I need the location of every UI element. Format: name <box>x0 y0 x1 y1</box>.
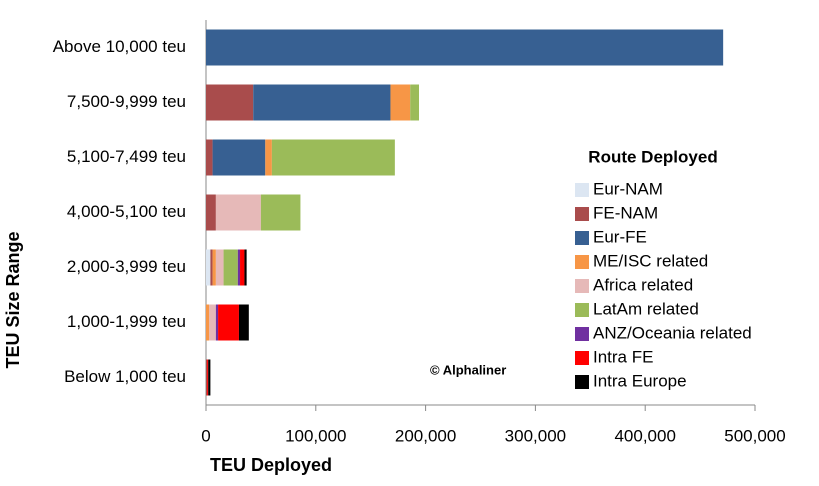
bar-segment <box>237 249 241 286</box>
bar-segment <box>206 29 724 66</box>
legend-swatch <box>575 303 589 317</box>
bar-segment <box>271 139 395 176</box>
bar-segment <box>260 194 301 231</box>
bar-segment <box>206 359 208 396</box>
bar-segment <box>206 304 210 341</box>
bar-segment <box>209 304 216 341</box>
x-tick-label: 300,000 <box>505 426 566 445</box>
x-tick-label: 500,000 <box>724 426 785 445</box>
legend-swatch <box>575 351 589 365</box>
legend-label: ANZ/Oceania related <box>593 323 752 342</box>
bar-segment <box>238 304 249 341</box>
y-tick-label: 7,500-9,999 teu <box>67 92 186 111</box>
bar-segment <box>215 304 219 341</box>
bar-segment <box>244 249 247 286</box>
legend-label: ME/ISC related <box>593 251 708 270</box>
bar-segment <box>206 84 254 121</box>
y-tick-label: 5,100-7,499 teu <box>67 147 186 166</box>
x-tick-label: 100,000 <box>285 426 346 445</box>
bar-segment <box>212 249 216 286</box>
legend-label: Africa related <box>593 275 693 294</box>
bar-segment <box>207 359 209 396</box>
legend-title: Route Deployed <box>588 147 717 166</box>
x-tick-label: 200,000 <box>395 426 456 445</box>
legend-swatch <box>575 375 589 389</box>
y-tick-label: Above 10,000 teu <box>53 37 186 56</box>
y-tick-label: 1,000-1,999 teu <box>67 312 186 331</box>
legend-swatch <box>575 255 589 269</box>
bar-segment <box>210 249 213 286</box>
bar-segment <box>215 249 224 286</box>
y-tick-label: 4,000-5,100 teu <box>67 202 186 221</box>
x-axis-label: TEU Deployed <box>210 455 332 475</box>
x-tick-label: 0 <box>201 426 210 445</box>
bar-segment <box>223 249 238 286</box>
legend-swatch <box>575 231 589 245</box>
y-axis-label: TEU Size Range <box>3 231 23 368</box>
legend-swatch <box>575 207 589 221</box>
legend-swatch <box>575 279 589 293</box>
y-tick-label: 2,000-3,999 teu <box>67 257 186 276</box>
annotation: © Alphaliner <box>430 362 506 377</box>
legend-label: Intra FE <box>593 347 653 366</box>
legend-swatch <box>575 327 589 341</box>
bar-segment <box>206 194 216 231</box>
legend-label: FE-NAM <box>593 203 658 222</box>
x-tick-label: 400,000 <box>614 426 675 445</box>
bar-segment <box>240 249 245 286</box>
bar-segment <box>253 84 391 121</box>
bar-segment <box>390 84 411 121</box>
bar-segment <box>410 84 420 121</box>
bar-segment <box>206 139 213 176</box>
y-tick-label: Below 1,000 teu <box>64 367 186 386</box>
bar-segment <box>218 304 239 341</box>
legend-label: LatAm related <box>593 299 699 318</box>
bar-segment <box>265 139 272 176</box>
legend-label: Eur-FE <box>593 227 647 246</box>
bar-segment <box>208 359 211 396</box>
bar-segment <box>215 194 261 231</box>
legend-label: Intra Europe <box>593 371 687 390</box>
bar-segment <box>212 139 266 176</box>
bar-segment <box>206 249 211 286</box>
legend-label: Eur-NAM <box>593 179 663 198</box>
legend-swatch <box>575 183 589 197</box>
